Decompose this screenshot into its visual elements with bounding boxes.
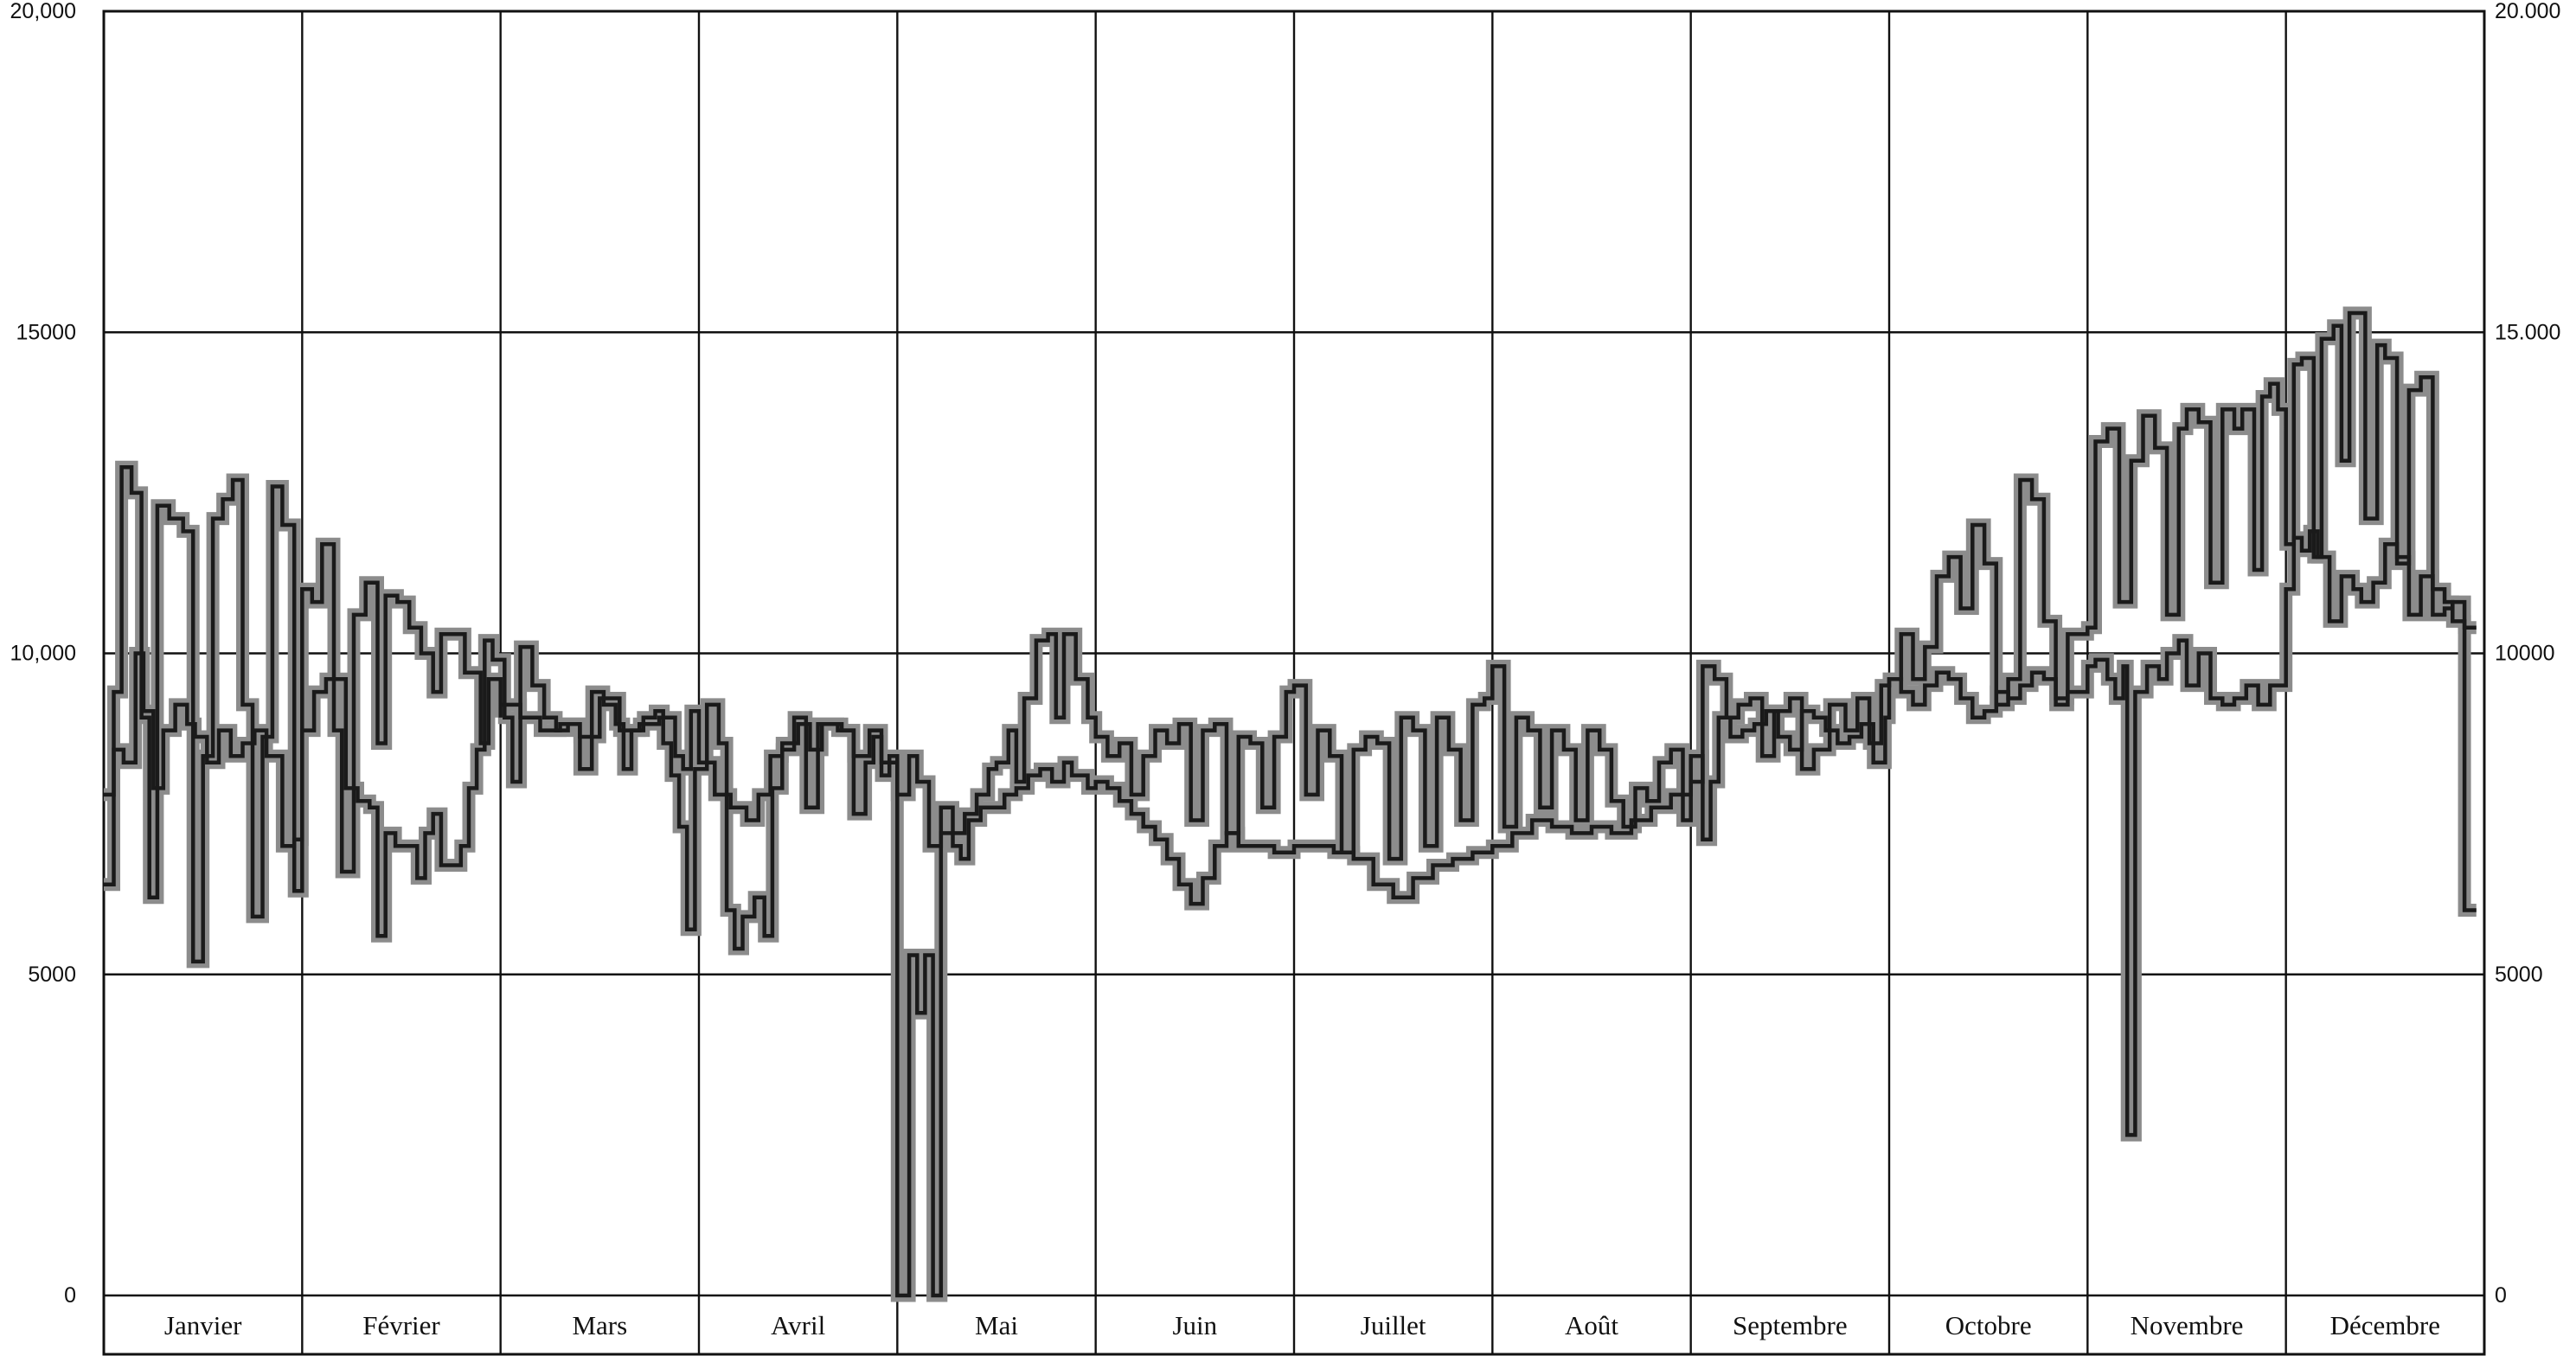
y-tick-label-left: 10,000 xyxy=(10,642,76,666)
y-tick-label-right: 5000 xyxy=(2495,963,2543,987)
y-axis-left: 0 5000 10,000 15000 20,000 xyxy=(10,0,76,1308)
month-label: Août xyxy=(1565,1310,1618,1340)
y-tick-label-right: 15.000 xyxy=(2495,320,2560,344)
y-axis-right: 0 5000 10000 15.000 20.000 xyxy=(2495,0,2560,1308)
x-axis-months: Janvier Février Mars Avril Mai Juin Juillet Aoû… xyxy=(164,1310,2440,1340)
y-tick-label-left: 5000 xyxy=(28,963,76,987)
month-label: Mai xyxy=(975,1310,1018,1340)
y-tick-label-right: 20.000 xyxy=(2495,0,2560,23)
series-layer xyxy=(104,306,2477,1302)
month-label: Septembre xyxy=(1733,1310,1848,1340)
series-2-line xyxy=(104,529,2477,1298)
month-label: Janvier xyxy=(164,1310,242,1340)
month-label: Mars xyxy=(572,1310,627,1340)
series-1-line xyxy=(104,310,2477,964)
month-label: Octobre xyxy=(1945,1310,2032,1340)
month-label: Novembre xyxy=(2131,1310,2244,1340)
y-tick-label-left: 0 xyxy=(64,1283,76,1308)
month-label: Juillet xyxy=(1361,1310,1426,1340)
series-2-halo xyxy=(104,524,2477,1302)
month-label: Février xyxy=(362,1310,440,1340)
y-tick-label-right: 10000 xyxy=(2495,642,2555,666)
y-tick-label-left: 15000 xyxy=(16,320,76,344)
y-tick-label-right: 0 xyxy=(2495,1283,2507,1308)
month-label: Avril xyxy=(771,1310,825,1340)
month-label: Juin xyxy=(1172,1310,1217,1340)
y-tick-label-left: 20,000 xyxy=(10,0,76,23)
month-label: Décembre xyxy=(2330,1310,2440,1340)
